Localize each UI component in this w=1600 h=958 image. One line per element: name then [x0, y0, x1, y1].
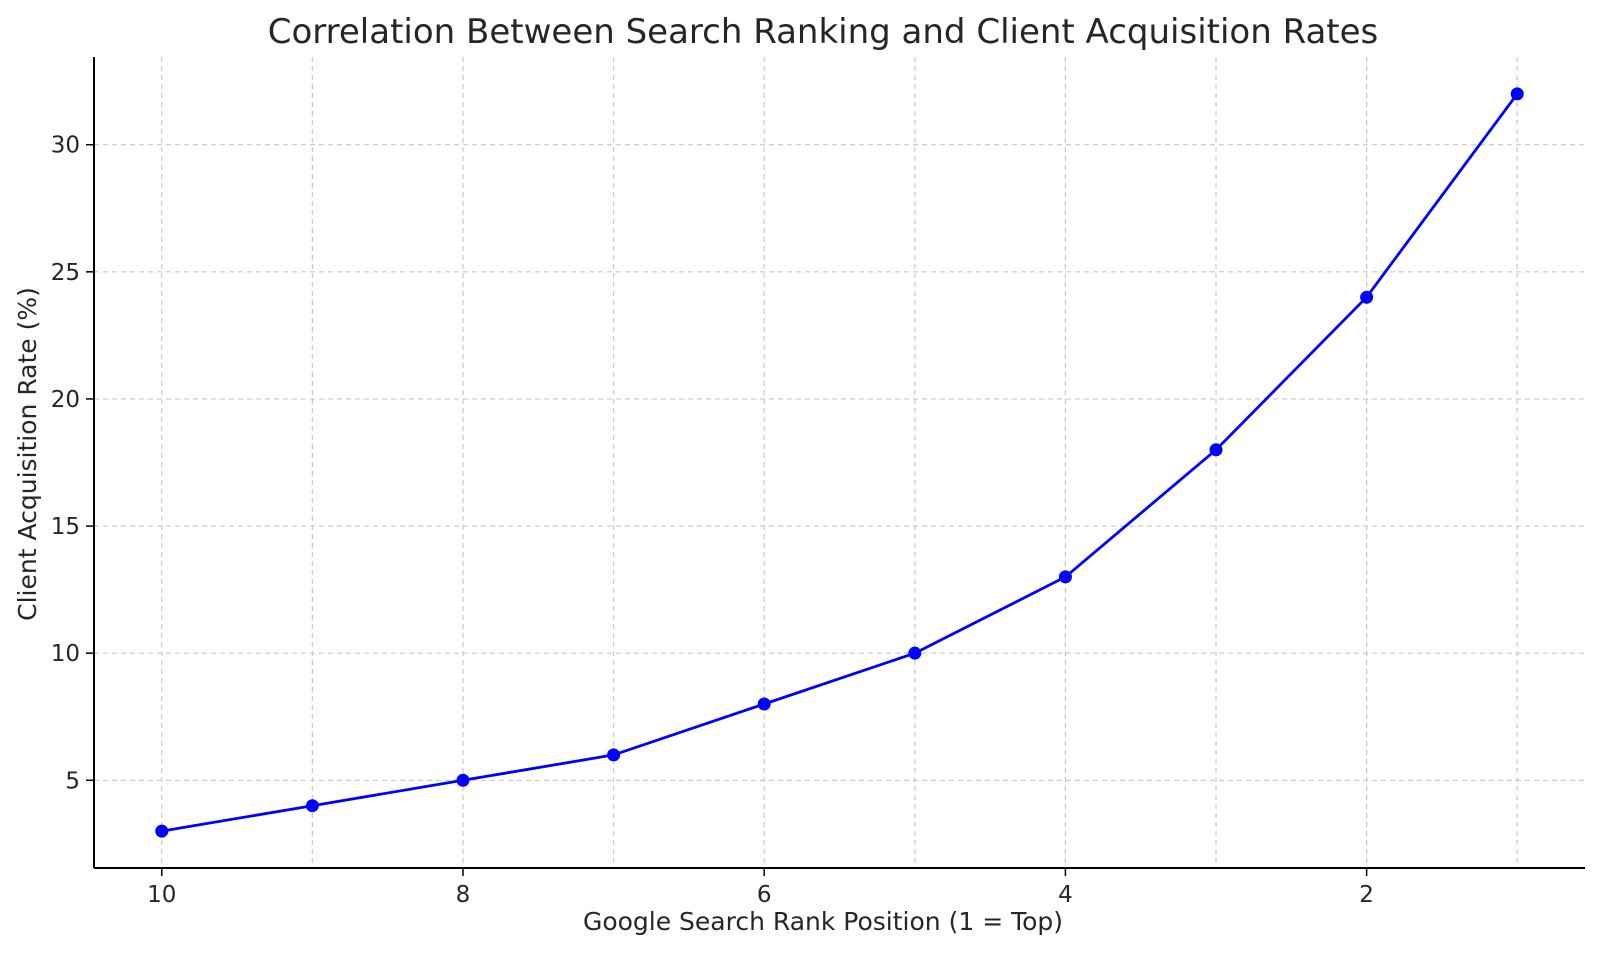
data-point [456, 773, 470, 787]
data-point [908, 646, 922, 660]
data-point [305, 799, 319, 813]
x-tick-label: 2 [1359, 882, 1374, 908]
data-point [1209, 443, 1223, 457]
data-point [1360, 290, 1374, 304]
x-tick-label: 8 [456, 882, 471, 908]
y-axis-label: Client Acquisition Rate (%) [13, 287, 42, 621]
chart-title: Correlation Between Search Ranking and C… [268, 12, 1379, 52]
y-tick-label: 30 [51, 133, 80, 159]
data-point [1510, 87, 1524, 101]
data-point [1058, 570, 1072, 584]
y-tick-label: 25 [51, 260, 80, 286]
axes-layer [93, 57, 1585, 869]
x-tick-label: 10 [147, 882, 176, 908]
data-point [607, 748, 621, 762]
x-tick-label: 4 [1058, 882, 1073, 908]
x-axis-label: Google Search Rank Position (1 = Top) [583, 907, 1063, 936]
data-point [757, 697, 771, 711]
y-tick-label: 20 [51, 387, 80, 413]
series-layer [155, 87, 1524, 838]
y-tick-label: 10 [51, 641, 80, 667]
grid-layer [94, 57, 1585, 868]
y-tick-label: 15 [51, 514, 80, 540]
series-line [161, 93, 1519, 833]
y-tick-label: 5 [65, 768, 80, 794]
x-tick-label: 6 [757, 882, 772, 908]
data-point [155, 824, 169, 838]
